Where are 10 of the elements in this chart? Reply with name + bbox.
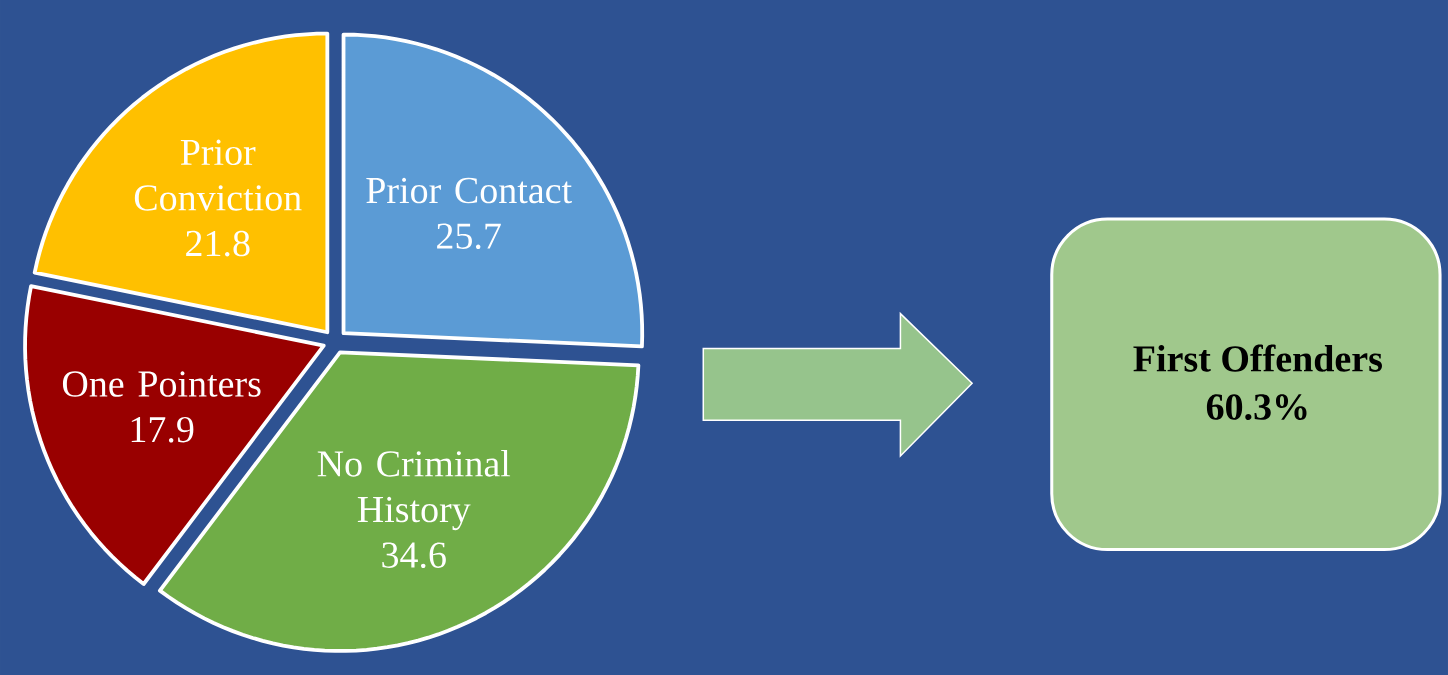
text: 60.3% <box>1206 394 1307 421</box>
slice-label: No Criminal History <box>317 450 511 531</box>
slice-label: Prior Contact <box>366 177 572 204</box>
slice-label: Prior Conviction <box>134 139 302 211</box>
data-label: 17.9 <box>131 416 194 443</box>
data-label: 34.6 <box>382 542 446 569</box>
data-label: 25.7 <box>437 223 501 250</box>
text: First Offenders <box>1133 344 1382 372</box>
data-label: 21.8 <box>186 230 250 257</box>
slice-label: One Pointers <box>62 371 261 397</box>
